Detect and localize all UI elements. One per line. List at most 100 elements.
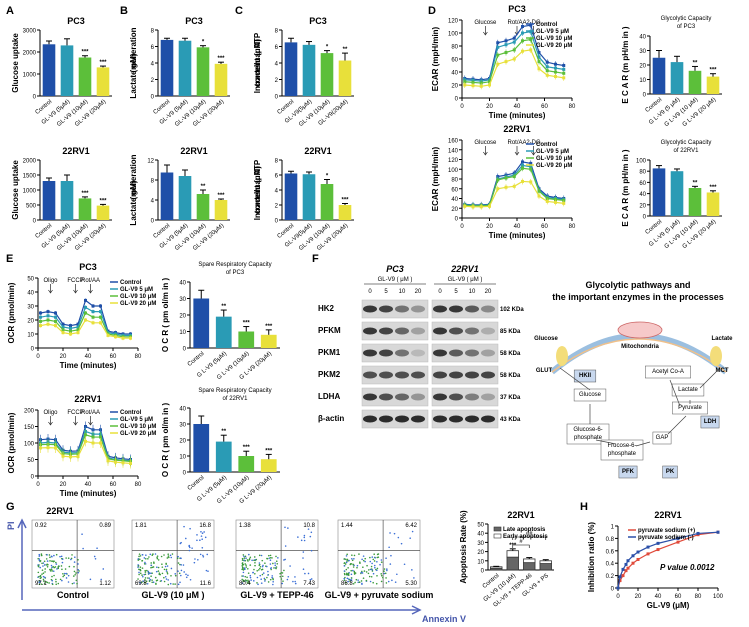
series-point (84, 433, 87, 437)
event-dot (39, 580, 41, 583)
quadrant-value: 80.4 (239, 581, 251, 587)
series-point (99, 321, 102, 325)
enzyme-label: PFK (622, 469, 635, 475)
blot-size-label: 58 KDa (500, 373, 521, 379)
x-tick-label: 60 (541, 224, 548, 230)
event-dot (269, 563, 272, 565)
event-dot (37, 571, 40, 574)
event-dot (361, 572, 364, 574)
chart-title: 22RV1 (654, 510, 681, 520)
event-dot (179, 581, 181, 584)
y-tick-label: 2000 (23, 159, 37, 165)
annexin-axis-arrow-head (411, 605, 422, 615)
event-dot (387, 580, 390, 583)
event-dot (48, 582, 50, 584)
event-dot (248, 582, 251, 584)
chart-title: 22RV1 (180, 146, 207, 156)
event-dot (151, 579, 153, 581)
significance-stars: *** (243, 445, 251, 451)
event-dot (284, 545, 287, 547)
event-dot (380, 580, 383, 583)
event-dot (185, 573, 187, 576)
blot-band (411, 415, 425, 423)
blot-band (395, 415, 409, 423)
event-dot (163, 580, 166, 583)
event-dot (153, 561, 155, 563)
event-dot (43, 560, 46, 563)
event-dot (389, 532, 391, 534)
event-dot (38, 575, 40, 578)
bar-early-apoptosis (539, 560, 552, 564)
event-dot (49, 560, 51, 562)
event-dot (74, 573, 76, 576)
series-point (61, 328, 65, 332)
event-dot (385, 557, 387, 560)
y-tick-label: 2 (151, 78, 155, 84)
event-dot (137, 558, 139, 560)
event-dot (388, 546, 390, 549)
series-point (504, 60, 508, 64)
event-dot (260, 554, 263, 557)
pathway-arrow (699, 371, 717, 389)
event-dot (257, 583, 259, 586)
chart-title: 22RV1 (507, 510, 534, 520)
event-dot (142, 575, 144, 578)
event-dot (61, 561, 64, 564)
significance-stars: *** (709, 185, 717, 191)
event-dot (264, 580, 266, 582)
event-dot (67, 557, 70, 559)
blot-band (481, 393, 495, 401)
legend-entry: Control (120, 280, 142, 286)
event-dot (259, 567, 261, 570)
event-dot (361, 583, 363, 585)
event-dot (250, 579, 252, 581)
series-point (61, 325, 65, 329)
series-point (471, 80, 475, 84)
y-tick-label: 0 (643, 215, 647, 221)
chart-title: of 22RV1 (674, 148, 700, 154)
bar (96, 205, 110, 220)
metabolite-box (600, 439, 644, 461)
injection-label: FCCP (67, 278, 83, 284)
injection-label: FCCP (67, 410, 83, 416)
enzyme-box (573, 369, 597, 383)
y-axis-label: content (μM) (253, 166, 262, 214)
event-dot (152, 581, 155, 584)
x-tick-label: 40 (85, 482, 92, 488)
y-tick-label: 0 (31, 475, 35, 481)
quadrant-value: 10.8 (303, 523, 315, 529)
glut-transporter (556, 346, 568, 366)
legend-entry: GL-V9 20 μM (536, 43, 572, 49)
event-dot (377, 556, 380, 558)
pathway-arrow (559, 367, 591, 391)
event-dot (343, 558, 345, 560)
series-point (76, 328, 80, 332)
event-dot (158, 573, 161, 576)
bar-early-apoptosis (490, 566, 503, 569)
event-dot (60, 565, 63, 567)
series-point (656, 548, 660, 552)
series-point (618, 575, 622, 579)
event-dot (360, 580, 363, 582)
panel-label-d: D (428, 5, 436, 17)
bar (60, 45, 74, 96)
event-dot (53, 554, 55, 557)
series-point (488, 80, 491, 84)
event-dot (55, 553, 58, 556)
y-tick-label: 40 (451, 197, 458, 203)
y-axis-label: O C R ( pm ol/m in ) (161, 278, 170, 353)
event-dot (374, 557, 377, 559)
series-point (496, 187, 500, 191)
event-dot (167, 583, 170, 586)
y-tick-label: 0.2 (606, 574, 615, 580)
blot-protein-label: PKM1 (318, 348, 341, 357)
blot-protein-label: LDHA (318, 392, 340, 401)
event-dot (60, 555, 63, 558)
y-tick-label: 0 (455, 97, 459, 103)
pathway-label: MCT (716, 368, 729, 374)
series-point (54, 311, 57, 315)
y-tick-label: 30 (27, 305, 34, 311)
event-dot (241, 557, 244, 560)
event-dot (183, 571, 185, 573)
metabolite-label: phosphate (574, 435, 603, 441)
